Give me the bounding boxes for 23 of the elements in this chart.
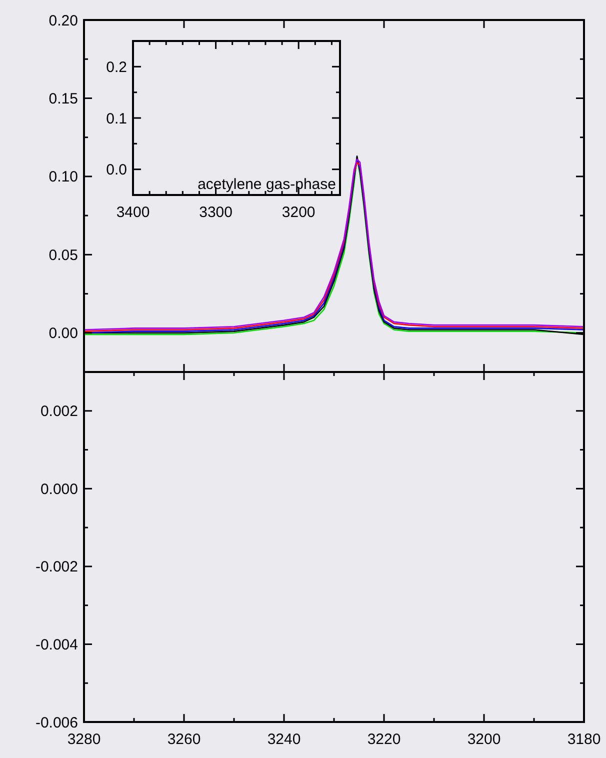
x-tick-label: 3260 [167, 731, 201, 748]
x-tick-label: 3300 [199, 204, 232, 221]
x-tick-label: 3400 [116, 204, 150, 221]
y-tick-label: 0.00 [48, 325, 78, 342]
x-tick-label: 3220 [367, 731, 401, 748]
x-tick-label: 3240 [267, 731, 301, 748]
y-tick-label: 0.0 [106, 162, 127, 179]
y-tick-label: -0.002 [35, 558, 78, 576]
x-tick-label: 3280 [67, 731, 101, 748]
x-tick-label: 3180 [567, 731, 601, 748]
y-tick-label: 0.000 [40, 480, 78, 498]
y-tick-label: 0.002 [40, 403, 78, 420]
y-tick-label: -0.004 [35, 636, 78, 654]
y-tick-label: 0.2 [106, 58, 127, 76]
y-tick-label: -0.006 [35, 714, 78, 732]
y-tick-label: 0.10 [48, 168, 78, 186]
annotation: acetylene gas-phase [198, 176, 336, 193]
y-tick-label: 0.20 [48, 12, 78, 30]
y-tick-label: 0.15 [48, 90, 78, 108]
y-tick-label: 0.1 [106, 110, 127, 128]
x-tick-label: 3200 [467, 731, 501, 748]
y-tick-label: 0.05 [48, 246, 78, 264]
x-tick-label: 3200 [282, 204, 316, 221]
